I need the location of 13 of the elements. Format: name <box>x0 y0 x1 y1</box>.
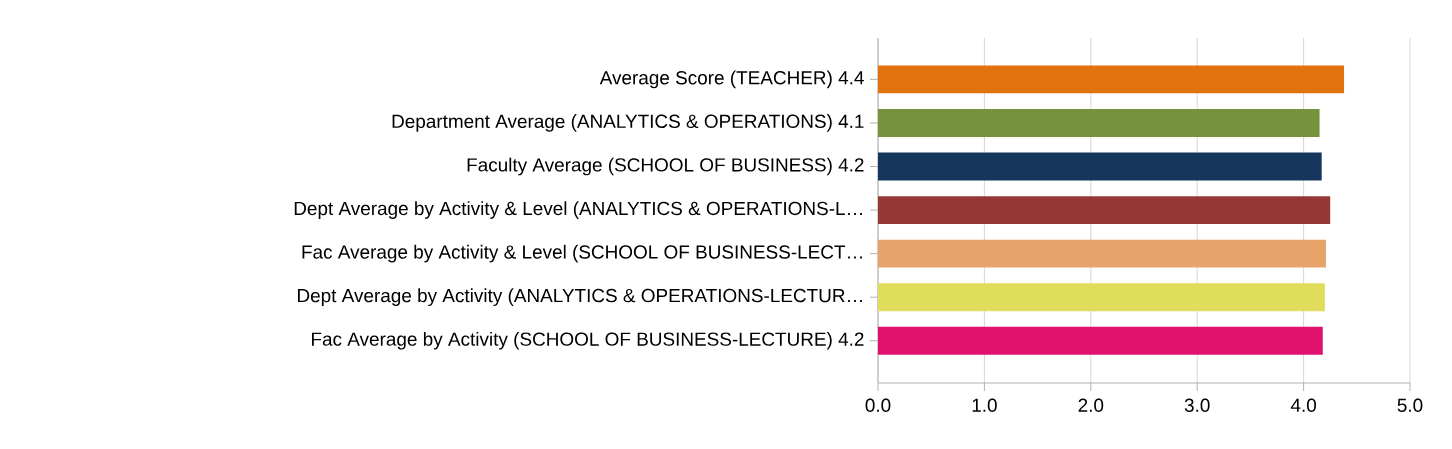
y-tick-label: Faculty Average (SCHOOL OF BUSINESS) 4.2 <box>467 157 864 176</box>
y-tick-label: Fac Average by Activity (SCHOOL OF BUSINESS-LECTURE) 4.2 <box>312 331 864 350</box>
x-tick-label: 3.0 <box>1184 398 1210 412</box>
y-tick-label: Dept Average by Activity (ANALYTICS & OPERATIONS-LECTUR… <box>298 288 862 306</box>
x-tick-label: 2.0 <box>1078 398 1104 412</box>
y-tick-label: Average Score (TEACHER) 4.4 <box>599 70 864 89</box>
x-tick-label: 1.0 <box>972 398 997 412</box>
x-tick-label: 5.0 <box>1397 398 1423 412</box>
y-tick-label: Dept Average by Activity & Level (ANALYTICS & OPERATIONS-L… <box>294 201 862 219</box>
x-tick-label: 4.0 <box>1290 398 1317 412</box>
y-tick-label: Fac Average by Activity & Level (SCHOOL OF BUSINESS-LECT… <box>302 244 862 263</box>
x-tick-label: 0.0 <box>865 398 891 412</box>
y-tick-label: Department Average (ANALYTICS & OPERATIONS) 4.1 <box>392 114 864 132</box>
